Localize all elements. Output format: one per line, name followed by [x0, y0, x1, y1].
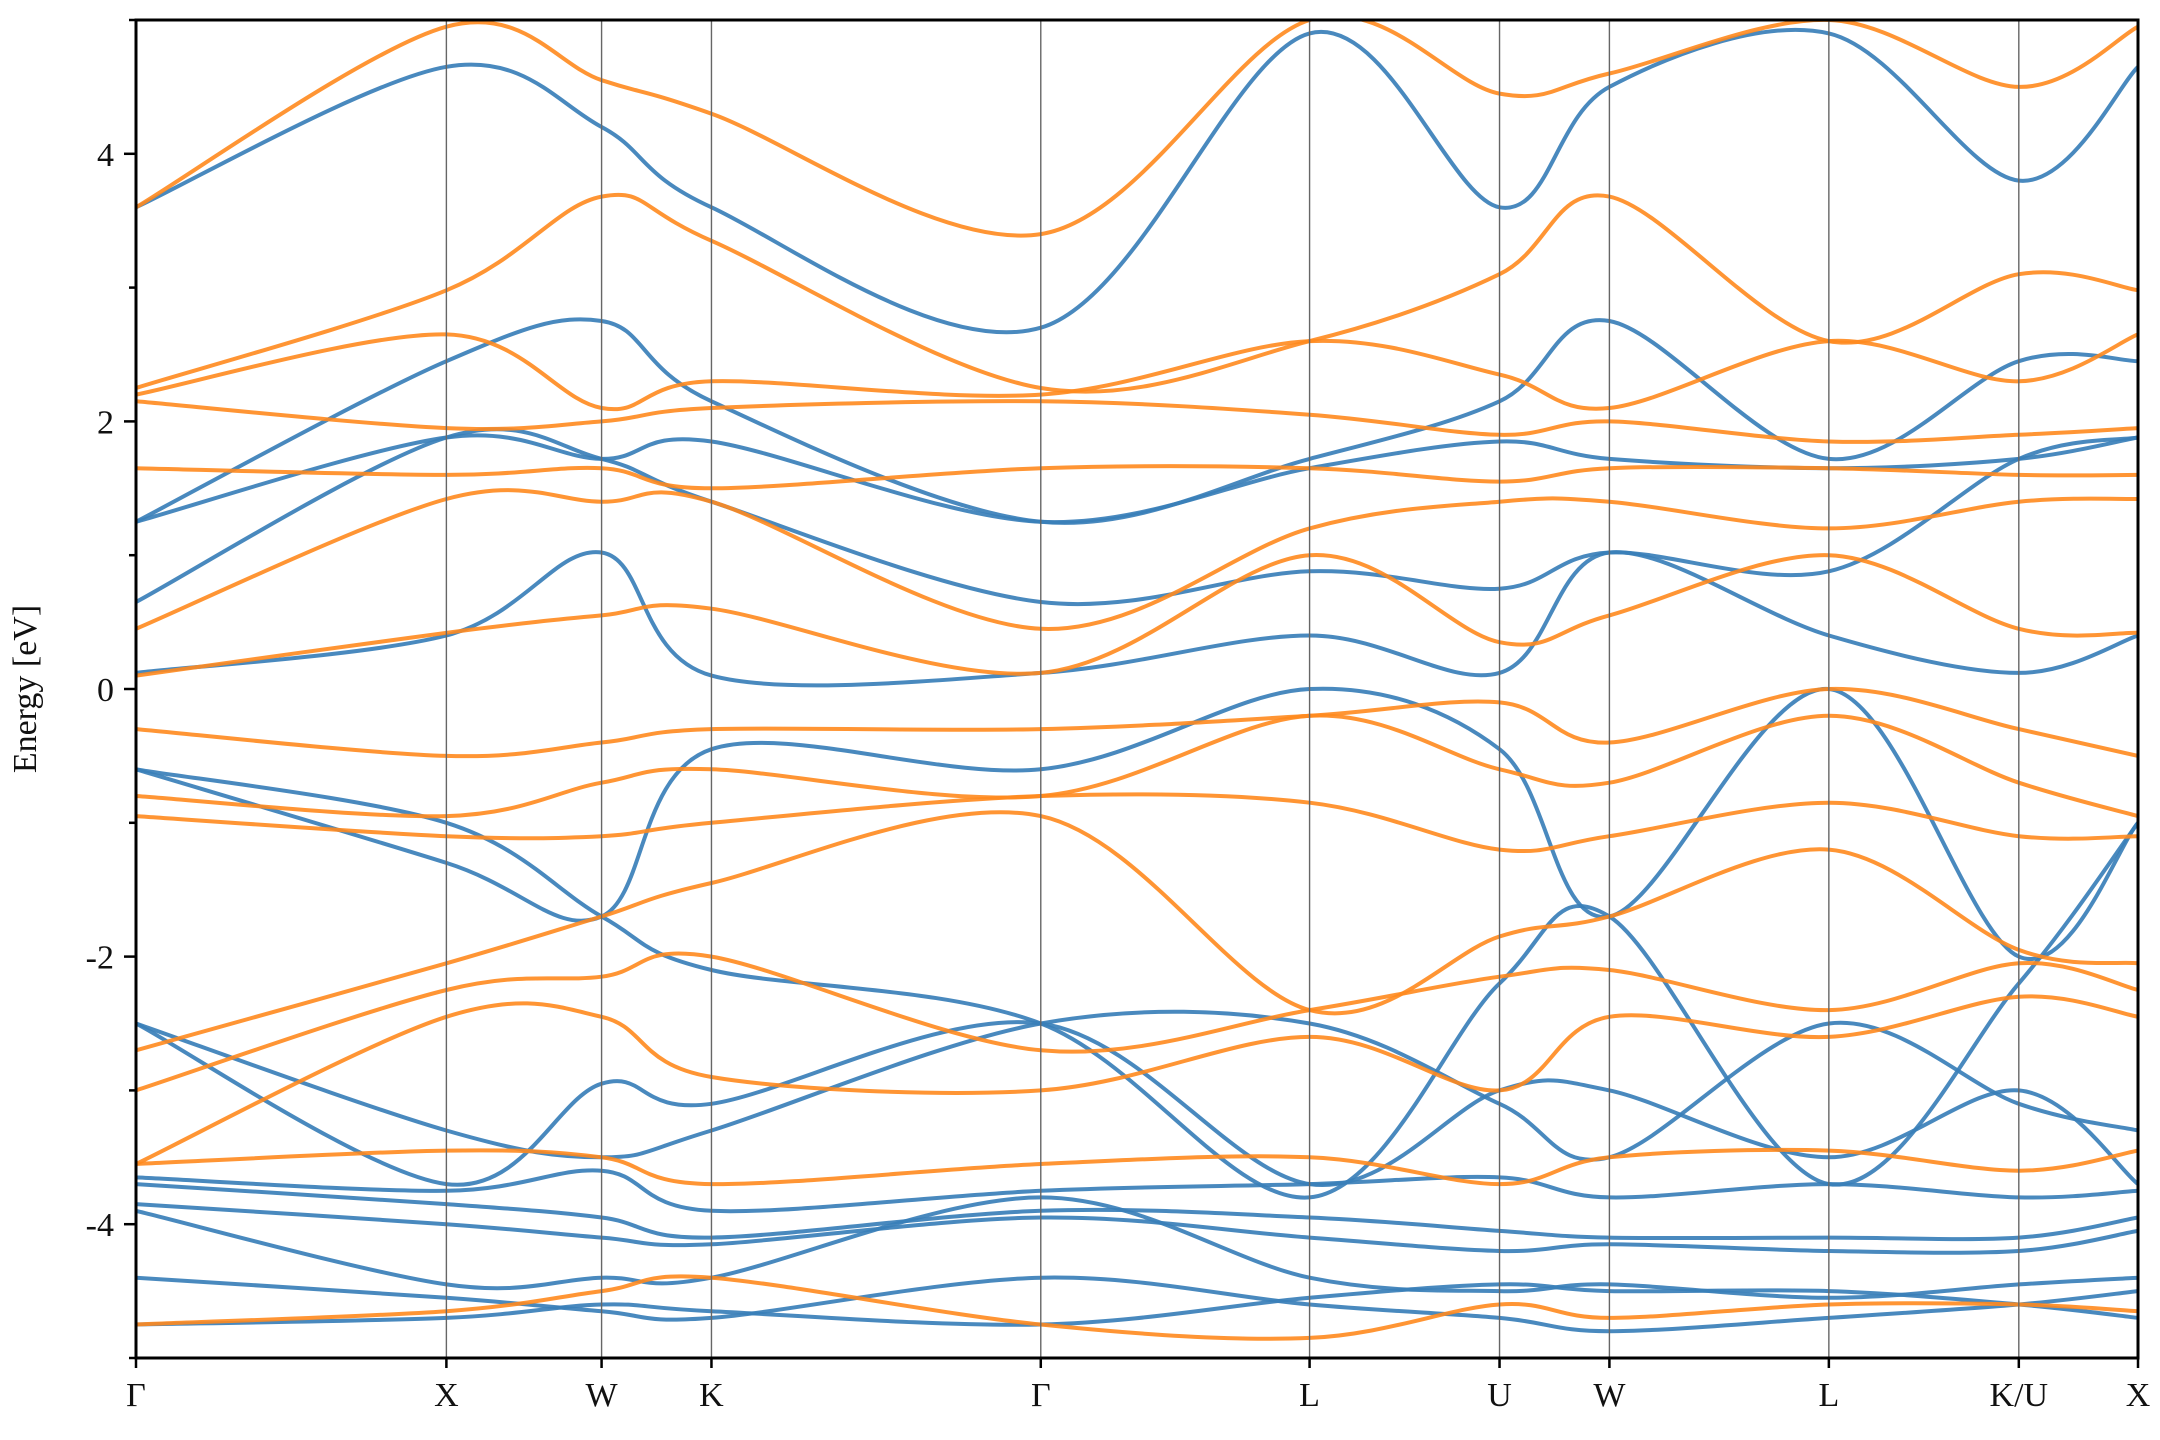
blue-band-8 — [136, 767, 2138, 1200]
x-tick-label-4: Γ — [1031, 1377, 1051, 1414]
orange-band-11 — [136, 399, 2138, 444]
blue-band-11 — [136, 427, 2138, 607]
orange-band-3 — [136, 951, 2138, 1093]
x-tick-label-1: X — [434, 1377, 459, 1414]
blue-band-0 — [136, 1282, 2138, 1327]
x-tick-label-0: Γ — [126, 1377, 146, 1414]
orange-band-2 — [136, 994, 2138, 1166]
blue-band-3 — [136, 1202, 2138, 1255]
x-tick-label-10: X — [2126, 1377, 2151, 1414]
x-tick-label-5: L — [1299, 1377, 1320, 1414]
orange-band-13 — [136, 192, 2138, 394]
orange-band-4 — [136, 810, 2138, 1053]
orange-band-5 — [136, 792, 2138, 854]
orange-band-9 — [136, 488, 2138, 631]
orange-band-7 — [136, 686, 2138, 759]
blue-band-9 — [136, 686, 2138, 962]
blue-band-2 — [136, 1195, 2138, 1300]
orange-band-8 — [136, 553, 2138, 678]
y-tick-label-4: 4 — [97, 137, 114, 174]
orange-band-14 — [136, 20, 2138, 238]
orange-band-10 — [136, 464, 2138, 491]
x-tick-label-7: W — [1593, 1377, 1626, 1414]
blue-band-14 — [136, 28, 2138, 335]
blue-band-4 — [136, 1182, 2138, 1242]
x-tick-label-2: W — [586, 1377, 619, 1414]
orange-band-12 — [136, 332, 2138, 412]
blue-band-1 — [136, 1275, 2138, 1334]
x-tick-label-9: K/U — [1990, 1377, 2049, 1414]
y-tick-label-0: -4 — [86, 1207, 114, 1244]
y-tick-label-1: -2 — [86, 940, 114, 977]
blue-band-12 — [136, 433, 2138, 525]
x-tick-label-6: U — [1487, 1377, 1512, 1414]
x-tick-label-3: K — [699, 1377, 724, 1414]
kpoint-lines — [445, 20, 2020, 1358]
bands-layer — [136, 20, 2138, 1341]
x-axis-ticks: Γ X W K Γ L U W L K/U X — [126, 1358, 2150, 1414]
blue-band-10 — [136, 550, 2138, 688]
y-tick-label-2: 0 — [97, 672, 114, 709]
orange-band-1 — [136, 1147, 2138, 1187]
blue-band-7 — [136, 1020, 2138, 1188]
orange-band-0 — [136, 1274, 2138, 1341]
y-axis-ticks: -4 -2 0 2 4 — [86, 18, 136, 1360]
y-tick-label-3: 2 — [97, 404, 114, 441]
orange-band-6 — [136, 713, 2138, 819]
x-tick-label-8: L — [1818, 1377, 1839, 1414]
blue-band-13 — [136, 317, 2138, 525]
y-axis-title: Energy [eV] — [7, 605, 44, 773]
plot-frame — [134, 18, 2140, 1360]
